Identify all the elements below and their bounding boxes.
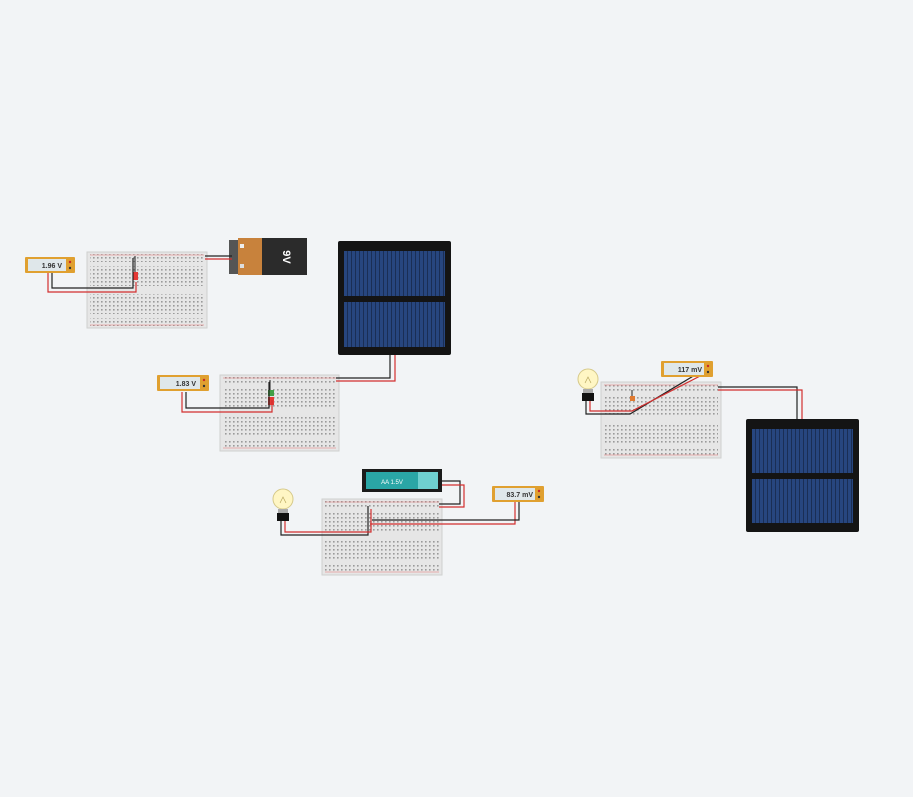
meter-reading-4: 117 mV bbox=[678, 367, 702, 374]
multimeter-2[interactable]: 1.83 V bbox=[157, 375, 209, 391]
multimeter-4[interactable]: 117 mV bbox=[661, 361, 713, 377]
resistor-1[interactable] bbox=[630, 390, 635, 401]
meter-reading-2: 1.83 V bbox=[176, 381, 197, 388]
solar-panel-1[interactable] bbox=[338, 241, 451, 355]
wires-1 bbox=[47, 255, 232, 293]
breadboard-3[interactable] bbox=[321, 498, 443, 576]
led-2[interactable] bbox=[268, 380, 274, 405]
light-bulb-1[interactable] bbox=[272, 488, 294, 521]
solar-panel-2[interactable] bbox=[746, 419, 859, 532]
meter-reading-1: 1.96 V bbox=[42, 263, 63, 270]
light-bulb-2[interactable] bbox=[577, 368, 599, 401]
battery-aa-holder[interactable]: AA 1.5V bbox=[362, 469, 442, 492]
breadboard-4[interactable] bbox=[600, 381, 722, 459]
wires-2 bbox=[181, 355, 396, 413]
battery-9v[interactable]: 9V bbox=[229, 238, 307, 275]
wires-4 bbox=[585, 371, 803, 419]
wires-3 bbox=[280, 480, 520, 536]
meter-reading-3: 83.7 mV bbox=[507, 492, 534, 499]
multimeter-3[interactable]: 83.7 mV bbox=[492, 486, 544, 502]
breadboard-2[interactable] bbox=[219, 374, 340, 452]
multimeter-1[interactable]: 1.96 V bbox=[25, 257, 75, 273]
battery-9v-label: 9V bbox=[280, 250, 292, 264]
battery-aa-label: AA 1.5V bbox=[381, 480, 403, 486]
breadboard-1[interactable] bbox=[86, 251, 208, 329]
led-1[interactable] bbox=[133, 256, 138, 280]
